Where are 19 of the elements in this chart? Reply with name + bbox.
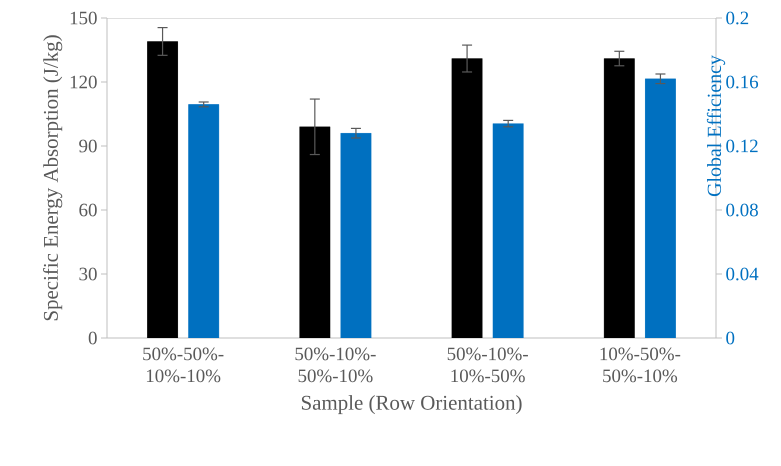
y-axis-title: Specific Energy Absorption (J/kg) bbox=[42, 35, 62, 320]
y-tick-label: 60 bbox=[79, 204, 97, 216]
y-tick-label: 150 bbox=[70, 12, 97, 24]
x-axis-title: Sample (Row Orientation) bbox=[302, 395, 522, 414]
y2-tick-label: 0.12 bbox=[726, 140, 758, 152]
y2-tick-label: 0.04 bbox=[726, 268, 758, 280]
y-tick-label: 120 bbox=[70, 76, 97, 88]
y2-tick-label: 0.16 bbox=[726, 76, 758, 88]
y-tick-label: 90 bbox=[79, 140, 97, 152]
x-tick-label: 50%-10%-10%-50% bbox=[448, 348, 528, 382]
y2-tick-label: 0.08 bbox=[726, 204, 758, 216]
y-tick-label: 0 bbox=[88, 332, 97, 344]
y2-tick-label: 0.2 bbox=[726, 12, 748, 24]
y-tick-label: 30 bbox=[79, 268, 97, 280]
x-tick-label: 50%-50%-10%-10% bbox=[143, 348, 224, 382]
y2-tick-label: 0 bbox=[726, 332, 734, 344]
x-tick-label: 10%-50%-50%-10% bbox=[600, 348, 680, 382]
x-tick-label: 50%-10%-50%-10% bbox=[295, 348, 376, 382]
y2-axis-title: Global Efficiency bbox=[706, 55, 726, 196]
